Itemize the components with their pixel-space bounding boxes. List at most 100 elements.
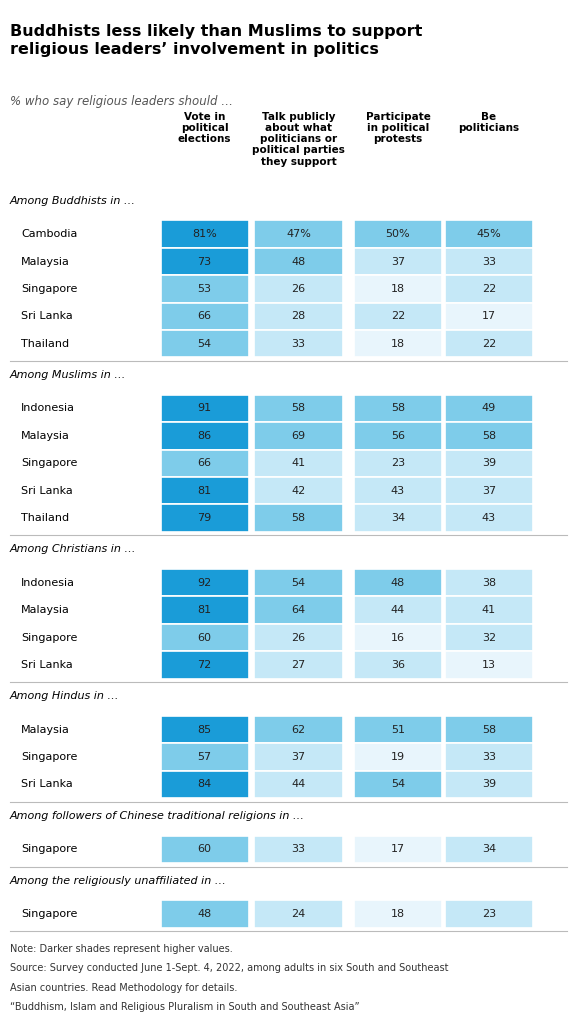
Text: Singapore: Singapore bbox=[21, 458, 77, 468]
Text: 54: 54 bbox=[197, 339, 212, 348]
Bar bbox=[254, 836, 343, 863]
Text: 50%: 50% bbox=[385, 229, 410, 240]
Bar bbox=[160, 477, 249, 504]
Bar bbox=[354, 395, 442, 422]
Bar bbox=[354, 248, 442, 275]
Bar bbox=[254, 395, 343, 422]
Text: 24: 24 bbox=[291, 909, 306, 920]
Text: 22: 22 bbox=[482, 284, 496, 294]
Bar bbox=[445, 504, 533, 531]
Bar bbox=[445, 477, 533, 504]
Text: 60: 60 bbox=[197, 844, 212, 854]
Text: Cambodia: Cambodia bbox=[21, 229, 77, 240]
Bar bbox=[354, 836, 442, 863]
Text: 34: 34 bbox=[482, 844, 496, 854]
Text: 54: 54 bbox=[291, 578, 305, 588]
Text: 48: 48 bbox=[291, 257, 306, 266]
Text: 53: 53 bbox=[197, 284, 212, 294]
Bar bbox=[354, 716, 442, 743]
Text: 48: 48 bbox=[197, 909, 212, 920]
Text: 48: 48 bbox=[391, 578, 405, 588]
Bar bbox=[445, 569, 533, 596]
Text: 69: 69 bbox=[291, 431, 305, 441]
Text: 81: 81 bbox=[197, 485, 212, 496]
Text: 79: 79 bbox=[197, 513, 212, 523]
Text: 33: 33 bbox=[291, 339, 305, 348]
Bar bbox=[354, 477, 442, 504]
Text: Among Hindus in …: Among Hindus in … bbox=[10, 691, 119, 701]
Text: Vote in
political
elections: Vote in political elections bbox=[178, 112, 231, 144]
Text: Talk publicly
about what
politicians or
political parties
they support: Talk publicly about what politicians or … bbox=[252, 112, 345, 167]
Bar bbox=[445, 716, 533, 743]
Text: 58: 58 bbox=[482, 431, 496, 441]
Bar bbox=[354, 596, 442, 624]
Text: 34: 34 bbox=[391, 513, 405, 523]
Text: Malaysia: Malaysia bbox=[21, 725, 70, 734]
Bar bbox=[354, 569, 442, 596]
Bar bbox=[160, 220, 249, 248]
Bar bbox=[254, 743, 343, 771]
Text: Among Buddhists in …: Among Buddhists in … bbox=[10, 196, 136, 206]
Text: Sri Lanka: Sri Lanka bbox=[21, 485, 73, 496]
Text: Malaysia: Malaysia bbox=[21, 257, 70, 266]
Text: 64: 64 bbox=[291, 605, 305, 615]
Text: Singapore: Singapore bbox=[21, 844, 77, 854]
Text: 49: 49 bbox=[482, 403, 496, 414]
Text: 60: 60 bbox=[197, 633, 212, 642]
Text: 28: 28 bbox=[291, 311, 306, 322]
Text: Singapore: Singapore bbox=[21, 284, 77, 294]
Text: 66: 66 bbox=[197, 311, 212, 322]
Text: 58: 58 bbox=[482, 725, 496, 734]
Text: 41: 41 bbox=[291, 458, 305, 468]
Text: Buddhists less likely than Muslims to support
religious leaders’ involvement in : Buddhists less likely than Muslims to su… bbox=[10, 25, 422, 57]
Text: 42: 42 bbox=[291, 485, 306, 496]
Bar bbox=[160, 624, 249, 651]
Bar bbox=[445, 450, 533, 477]
Bar bbox=[254, 716, 343, 743]
Text: 51: 51 bbox=[391, 725, 405, 734]
Text: 18: 18 bbox=[391, 339, 405, 348]
Text: 43: 43 bbox=[482, 513, 496, 523]
Bar bbox=[445, 395, 533, 422]
Bar bbox=[354, 220, 442, 248]
Bar bbox=[445, 303, 533, 330]
Bar bbox=[445, 771, 533, 798]
Text: Singapore: Singapore bbox=[21, 752, 77, 762]
Text: Asian countries. Read Methodology for details.: Asian countries. Read Methodology for de… bbox=[10, 982, 237, 992]
Text: Among Christians in …: Among Christians in … bbox=[10, 545, 136, 554]
Text: Indonesia: Indonesia bbox=[21, 578, 75, 588]
Text: 36: 36 bbox=[391, 659, 405, 670]
Bar bbox=[254, 596, 343, 624]
Bar bbox=[254, 504, 343, 531]
Text: 16: 16 bbox=[391, 633, 405, 642]
Text: 22: 22 bbox=[482, 339, 496, 348]
Text: Sri Lanka: Sri Lanka bbox=[21, 779, 73, 790]
Text: 17: 17 bbox=[482, 311, 496, 322]
Bar bbox=[254, 651, 343, 679]
Bar bbox=[254, 248, 343, 275]
Bar bbox=[354, 743, 442, 771]
Text: Malaysia: Malaysia bbox=[21, 431, 70, 441]
Bar bbox=[354, 450, 442, 477]
Text: 57: 57 bbox=[197, 752, 212, 762]
Bar bbox=[445, 743, 533, 771]
Bar bbox=[445, 651, 533, 679]
Bar bbox=[160, 303, 249, 330]
Text: 39: 39 bbox=[482, 458, 496, 468]
Text: 13: 13 bbox=[482, 659, 496, 670]
Bar bbox=[445, 422, 533, 450]
Text: Sri Lanka: Sri Lanka bbox=[21, 311, 73, 322]
Text: 37: 37 bbox=[482, 485, 496, 496]
Text: 23: 23 bbox=[391, 458, 405, 468]
Bar bbox=[254, 450, 343, 477]
Bar bbox=[445, 836, 533, 863]
Text: 56: 56 bbox=[391, 431, 405, 441]
Bar bbox=[254, 303, 343, 330]
Text: 26: 26 bbox=[291, 633, 305, 642]
Bar bbox=[254, 330, 343, 357]
Bar bbox=[354, 330, 442, 357]
Bar bbox=[445, 220, 533, 248]
Bar bbox=[160, 651, 249, 679]
Text: 32: 32 bbox=[482, 633, 496, 642]
Bar bbox=[160, 716, 249, 743]
